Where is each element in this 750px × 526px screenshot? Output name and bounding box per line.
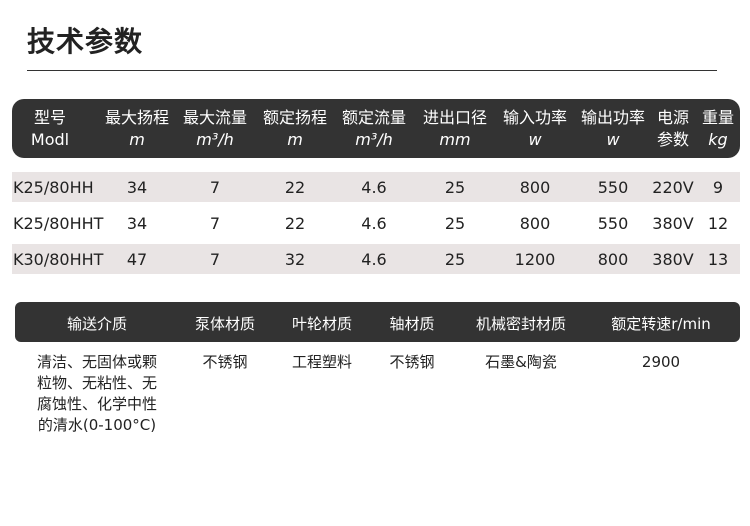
table-cell: 25	[444, 250, 466, 269]
header-label: 电源	[656, 108, 690, 127]
table-cell: K25/80HH	[13, 178, 94, 197]
header-unit: mm	[439, 130, 471, 149]
table-cell: 34	[126, 178, 148, 197]
column-header: 输入功率 w	[503, 107, 567, 151]
header-unit: w	[606, 130, 620, 149]
table-cell: 800	[597, 250, 629, 269]
table-cell: 34	[126, 214, 148, 233]
header-unit: Modl	[30, 130, 70, 149]
header-unit: m³/h	[196, 130, 234, 149]
header-label: 输入功率	[502, 108, 568, 127]
header-unit: kg	[708, 130, 728, 149]
column-header: 机械密封材质	[475, 315, 567, 333]
column-header: 叶轮材质	[291, 315, 353, 333]
table-cell: 不锈钢	[389, 353, 435, 371]
column-header: 泵体材质	[194, 315, 256, 333]
table-row: K30/80HHT 47 7 32 4.6 25 1200 800 380V 13	[12, 244, 740, 274]
header-label: 额定扬程	[262, 108, 328, 127]
column-header: 最大流量 m³/h	[183, 107, 247, 151]
table-cell: 12	[707, 214, 729, 233]
header-label: 型号	[33, 108, 67, 127]
table-cell: 不锈钢	[202, 353, 248, 371]
table-cell: 550	[597, 214, 629, 233]
table-cell: 4.6	[361, 250, 387, 269]
table-row: K25/80HHT 34 7 22 4.6 25 800 550 380V 12	[12, 208, 740, 238]
column-header: 重量 kg	[702, 107, 734, 151]
header-unit: m	[287, 130, 303, 149]
column-header: 额定转速r/min	[611, 315, 711, 333]
header-label: 最大流量	[182, 108, 248, 127]
column-header: 额定流量 m³/h	[342, 107, 406, 151]
table-cell: 1200	[514, 250, 556, 269]
table-cell: 380V	[652, 250, 694, 269]
table-cell: 550	[597, 178, 629, 197]
header-unit: w	[528, 130, 542, 149]
table-cell: 7	[209, 250, 221, 269]
column-header: 输出功率 w	[581, 107, 645, 151]
header-unit: 参数	[656, 130, 690, 149]
header-label: 进出口径	[422, 108, 488, 127]
table-cell: 25	[444, 178, 466, 197]
table-cell: 800	[519, 214, 551, 233]
table-cell: 石墨&陶瓷	[485, 353, 557, 371]
header-label: 重量	[701, 108, 735, 127]
table-row: K25/80HH 34 7 22 4.6 25 800 550 220V 9	[12, 172, 740, 202]
table-cell: 25	[444, 214, 466, 233]
column-header: 额定扬程 m	[263, 107, 327, 151]
table-cell: 22	[284, 178, 306, 197]
column-header: 进出口径 mm	[423, 107, 487, 151]
header-label: 最大扬程	[104, 108, 170, 127]
column-header: 型号 Modl	[31, 107, 69, 151]
table-cell: 2900	[641, 353, 681, 371]
table-cell: 工程塑料	[291, 353, 352, 371]
table-cell: 220V	[652, 178, 694, 197]
column-header: 输送介质	[66, 315, 128, 333]
header-label: 输出功率	[580, 108, 646, 127]
table1-header: 型号 Modl 最大扬程 m 最大流量 m³/h 额定扬程 m 额定流量 m³/h 进出口径 mm 输入…	[12, 99, 740, 158]
table-cell: 13	[707, 250, 729, 269]
table-cell: 800	[519, 178, 551, 197]
table-cell: 4.6	[361, 214, 387, 233]
divider	[27, 70, 717, 71]
header-label: 额定流量	[341, 108, 407, 127]
table-cell: 47	[126, 250, 148, 269]
page-title: 技术参数	[27, 25, 144, 58]
header-unit: m	[129, 130, 145, 149]
table-cell: K30/80HHT	[13, 250, 104, 269]
table-cell: 7	[209, 214, 221, 233]
table-cell: 9	[712, 178, 724, 197]
column-header: 电源 参数	[657, 107, 689, 151]
column-header: 轴材质	[389, 315, 435, 333]
table-cell: K25/80HHT	[13, 214, 104, 233]
header-unit: m³/h	[355, 130, 393, 149]
table-cell: 4.6	[361, 178, 387, 197]
table-cell: 7	[209, 178, 221, 197]
table-cell: 22	[284, 214, 306, 233]
column-header: 最大扬程 m	[105, 107, 169, 151]
table-cell: 380V	[652, 214, 694, 233]
table-cell: 清洁、无固体或颗粒物、无粘性、无腐蚀性、化学中性的清水(0-100°C)	[37, 353, 158, 434]
table2-header: 输送介质 泵体材质 叶轮材质 轴材质 机械密封材质 额定转速r/min	[15, 302, 740, 342]
table-cell: 32	[284, 250, 306, 269]
